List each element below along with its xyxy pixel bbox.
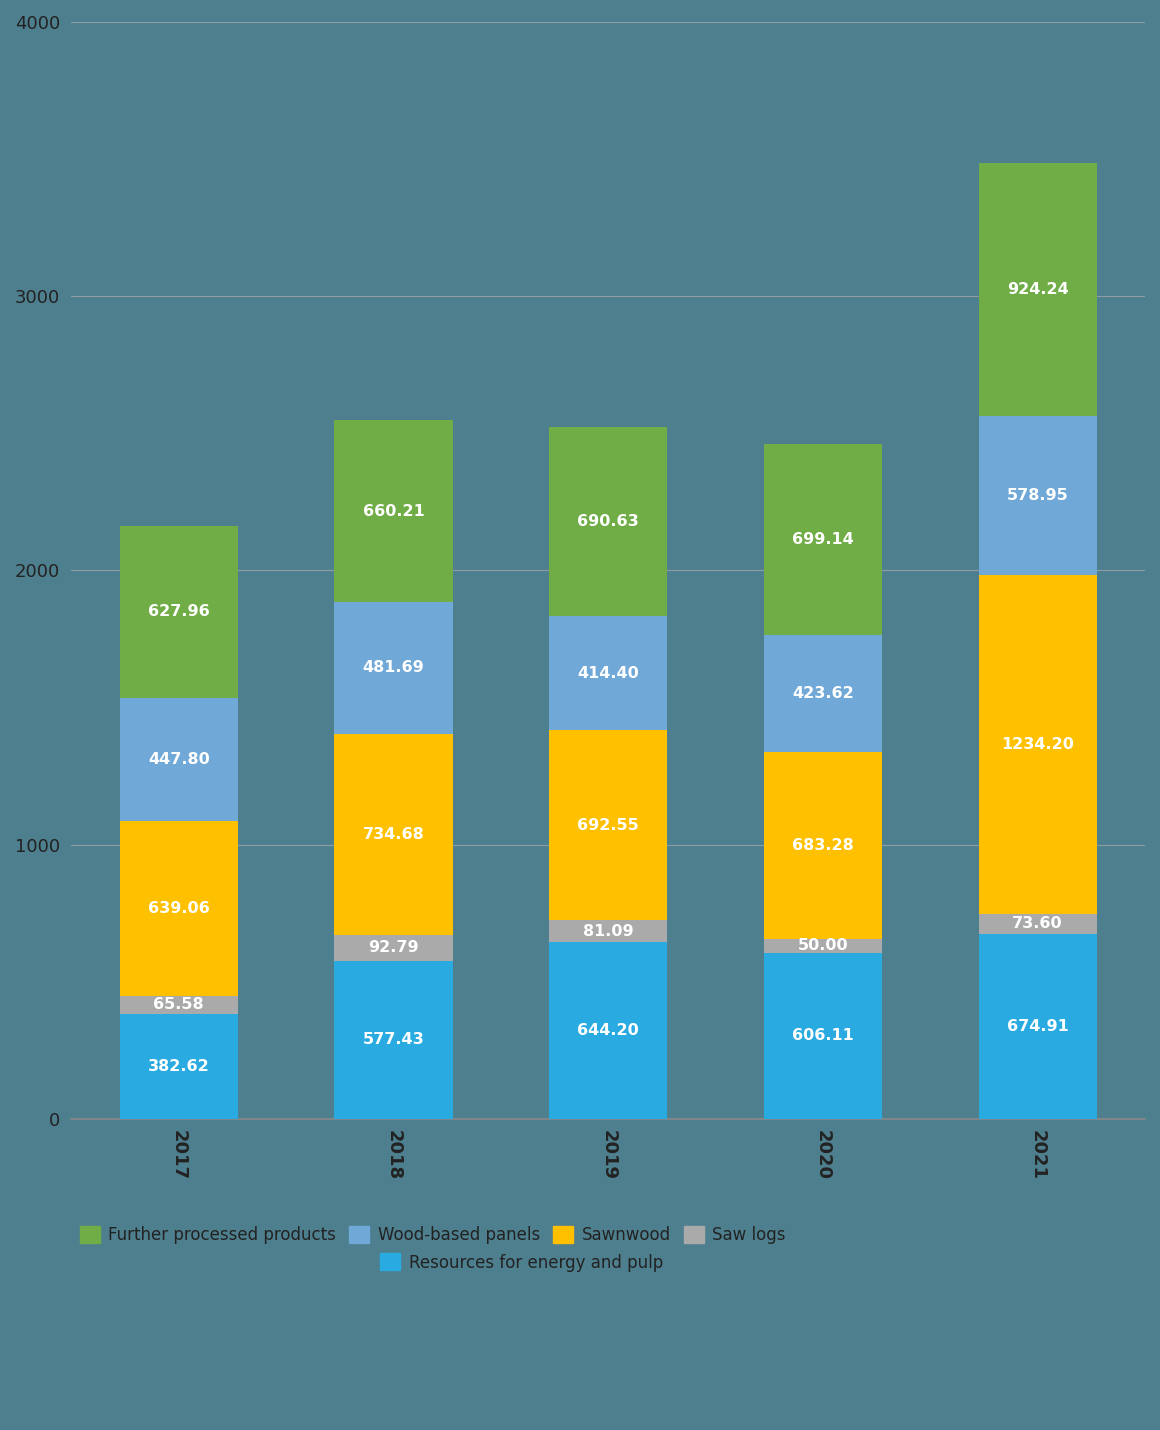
Bar — [549, 942, 667, 1118]
Text: 639.06: 639.06 — [147, 901, 210, 915]
Text: 577.43: 577.43 — [363, 1032, 425, 1047]
Bar — [119, 821, 238, 995]
Bar — [979, 934, 1096, 1118]
Text: 382.62: 382.62 — [147, 1058, 210, 1074]
Bar — [763, 443, 882, 635]
Bar — [763, 635, 882, 752]
Text: 1234.20: 1234.20 — [1001, 736, 1074, 752]
Text: 447.80: 447.80 — [147, 752, 210, 766]
Text: 692.55: 692.55 — [578, 818, 639, 832]
Bar — [549, 616, 667, 731]
Bar — [119, 698, 238, 821]
Bar — [119, 1014, 238, 1118]
Legend: Resources for energy and pulp: Resources for energy and pulp — [380, 1253, 662, 1271]
Bar — [979, 416, 1096, 575]
Text: 73.60: 73.60 — [1013, 917, 1063, 931]
Text: 644.20: 644.20 — [578, 1022, 639, 1038]
Text: 674.91: 674.91 — [1007, 1018, 1068, 1034]
Bar — [119, 526, 238, 698]
Bar — [549, 919, 667, 942]
Bar — [334, 734, 452, 935]
Text: 65.58: 65.58 — [153, 998, 204, 1012]
Text: 92.79: 92.79 — [368, 941, 419, 955]
Bar — [334, 602, 452, 734]
Text: 423.62: 423.62 — [792, 686, 854, 701]
Text: 924.24: 924.24 — [1007, 282, 1068, 297]
Text: 50.00: 50.00 — [798, 938, 848, 954]
Text: 660.21: 660.21 — [363, 503, 425, 519]
Bar — [979, 163, 1096, 416]
Bar — [763, 752, 882, 940]
Text: 414.40: 414.40 — [578, 666, 639, 681]
Text: 81.09: 81.09 — [582, 924, 633, 938]
Bar — [763, 952, 882, 1118]
Text: 734.68: 734.68 — [363, 827, 425, 842]
Text: 481.69: 481.69 — [363, 661, 425, 675]
Bar — [334, 935, 452, 961]
Text: 690.63: 690.63 — [578, 515, 639, 529]
Bar — [979, 575, 1096, 914]
Bar — [334, 961, 452, 1118]
Text: 683.28: 683.28 — [792, 838, 854, 852]
Bar — [119, 995, 238, 1014]
Bar — [549, 428, 667, 616]
Bar — [334, 420, 452, 602]
Text: 627.96: 627.96 — [147, 605, 210, 619]
Bar — [549, 731, 667, 919]
Bar — [763, 940, 882, 952]
Bar — [979, 914, 1096, 934]
Text: 578.95: 578.95 — [1007, 488, 1068, 503]
Text: 606.11: 606.11 — [792, 1028, 854, 1044]
Text: 699.14: 699.14 — [792, 532, 854, 548]
